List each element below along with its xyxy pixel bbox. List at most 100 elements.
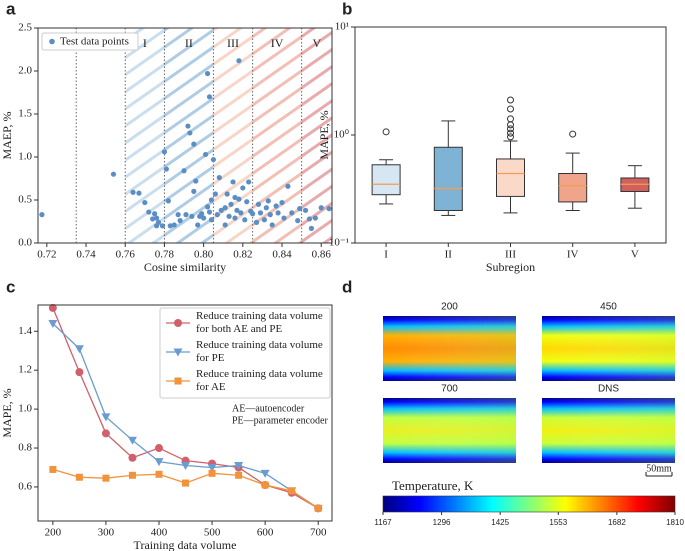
annotation: AE—autoencoder: [232, 403, 305, 414]
x-tick-label: 300: [98, 527, 115, 539]
y-tick-label: 1.5: [18, 108, 32, 120]
data-point: [226, 213, 232, 219]
region-label: V: [312, 36, 321, 50]
data-point: [191, 141, 197, 147]
y-tick-label: 2.0: [18, 65, 32, 77]
plot-frame: [37, 304, 333, 522]
data-point: [236, 196, 242, 202]
legend-text-box: Reduce training data volume for AE: [196, 368, 323, 393]
box: [433, 146, 463, 211]
y-tick-label: 0.0: [18, 237, 32, 249]
line-panel: c 0.6 0.8 1.0 1.2 1.4 200 300 400 500 600 700 Traini…: [0, 277, 333, 551]
data-point: [295, 218, 301, 224]
marker: [128, 471, 136, 479]
data-point: [152, 211, 158, 217]
y-tick-label: 10⁻¹: [329, 237, 349, 249]
data-point: [263, 205, 269, 211]
data-point: [273, 203, 279, 209]
panel-label: b: [342, 0, 352, 18]
data-point: [181, 168, 187, 174]
data-point: [257, 210, 264, 216]
data-point: [167, 223, 173, 229]
marker: [234, 462, 244, 471]
outlier: [507, 125, 514, 133]
data-point: [210, 156, 217, 163]
x-tick-label: 0.72: [37, 249, 56, 261]
data-point: [261, 217, 267, 223]
data-point: [193, 178, 199, 184]
marker: [101, 429, 110, 438]
data-point: [165, 198, 171, 204]
heatmap-title: DNS: [598, 384, 619, 395]
annotation: PE—parameter encoder: [232, 415, 328, 426]
marker: [48, 303, 57, 312]
data-point: [208, 197, 215, 203]
region: [125, 28, 165, 243]
data-point: [269, 222, 275, 228]
plot-frame: [354, 26, 667, 244]
marker: [155, 470, 163, 478]
y-tick-label: 0.6: [18, 480, 32, 492]
marker: [181, 462, 191, 471]
legend-text-box: Reduce training data volume for both AE …: [196, 310, 323, 335]
marker: [235, 471, 243, 479]
data-point: [136, 190, 142, 196]
data-point: [183, 212, 189, 218]
x-tick-label: 0.74: [76, 249, 96, 261]
x-axis-label: Cosine similarity: [144, 260, 226, 274]
marker: [314, 504, 322, 512]
data-point: [267, 212, 273, 218]
y-axis-label: MAEP, %: [0, 111, 14, 159]
x-tick-label: 200: [45, 527, 62, 539]
colorbar-tick-label: 1810: [666, 518, 684, 527]
x-tick-label: 0.86: [312, 249, 332, 261]
data-point: [177, 218, 183, 224]
data-point: [250, 211, 256, 217]
data-point: [253, 219, 260, 225]
legend-label: Reduce training data volume for AE: [196, 368, 323, 393]
marker: [154, 458, 164, 467]
data-point: [236, 58, 242, 64]
data-point: [185, 123, 191, 129]
box: [371, 164, 401, 196]
data-point: [228, 201, 234, 207]
x-tick-label: IV: [567, 249, 579, 261]
x-axis-label: Training data volume: [134, 538, 237, 551]
heatmap-shade: [383, 398, 516, 463]
data-point: [279, 199, 285, 206]
data-point: [199, 211, 205, 217]
heatmap-shade: [542, 316, 675, 381]
plot-frame: [37, 27, 333, 244]
data-point: [212, 191, 218, 197]
data-point: [265, 198, 271, 204]
marker: [75, 368, 84, 377]
marker: [260, 469, 270, 478]
x-tick-label: 0.84: [272, 249, 292, 261]
y-tick-label: 1.0: [18, 403, 32, 415]
data-point: [230, 179, 236, 185]
data-point: [110, 171, 117, 177]
data-point: [246, 179, 252, 185]
region-label: IV: [271, 36, 284, 50]
y-tick-label: 0.5: [18, 194, 32, 206]
data-point: [238, 210, 244, 216]
data-point: [201, 215, 207, 221]
outlier: [507, 105, 514, 113]
outlier: [382, 128, 390, 136]
data-point: [312, 215, 318, 221]
marker: [127, 436, 137, 445]
data-point: [204, 204, 211, 210]
heatmap-panel: d 200 450 700 DNS 50mm Temperature, K 1167 1296 1…: [342, 277, 684, 527]
data-point: [142, 199, 148, 206]
data-point: [153, 215, 160, 221]
data-point: [224, 191, 230, 197]
outlier: [569, 130, 577, 138]
data-point: [171, 222, 177, 228]
data-point: [204, 70, 211, 77]
data-point: [206, 209, 213, 215]
data-point: [153, 223, 160, 229]
panel-label: d: [342, 277, 352, 296]
outlier: [507, 133, 514, 141]
